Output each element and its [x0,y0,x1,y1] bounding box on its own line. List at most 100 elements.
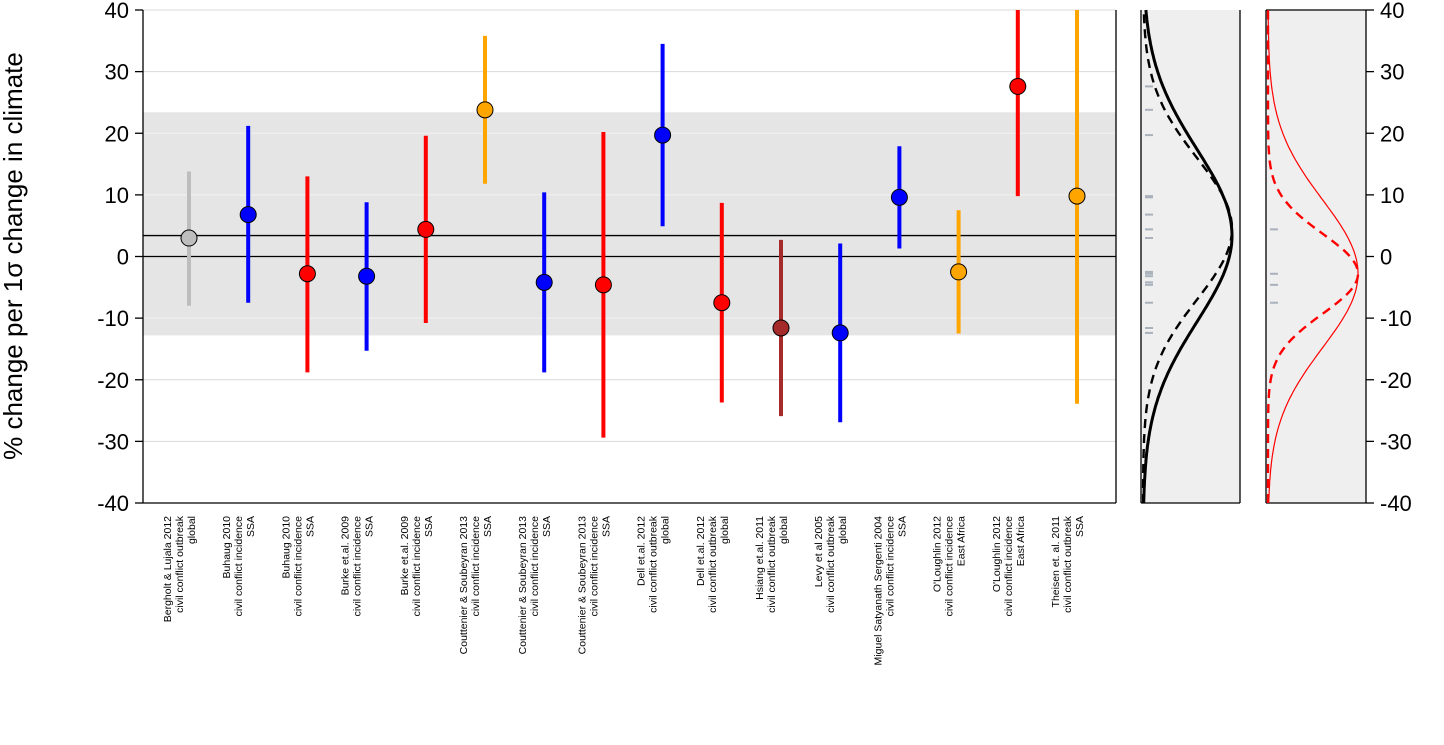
y-tick-label: -20 [97,368,129,393]
point-estimate [239,206,257,224]
category-label: Buhaug 2010 civil conflict incidence SSA [280,516,316,617]
category-label-line: East Africa [956,516,968,566]
category-label-line: civil conflict incidence [944,516,956,617]
category-label-line: global [719,516,731,544]
category-label: Miguel Satyanath Sergenti 2004 civil conf… [872,516,908,666]
point-estimate [1009,77,1027,95]
density-panel-all [1140,9,1241,504]
category-label: Couttenier & Soubeyran 2013 civil conflic… [458,516,494,655]
category-label-line: civil conflict outbreak [825,515,837,613]
category-label-line: O'Loughlin 2012 [991,516,1003,592]
category-label-line: civil conflict incidence [292,516,304,617]
category-label: Burke et.al. 2009 civil conflict incidenc… [399,516,435,617]
category-label-line: Bergholt & Lujala 2012 [162,516,174,622]
y-tick-label-right: -40 [1380,491,1412,516]
y-tick-label: 0 [117,245,129,270]
category-label-line: global [186,516,198,544]
category-label: Dell et.al. 2012 civil conflict outbreak g… [695,515,731,613]
category-label-line: Burke et.al. 2009 [340,516,352,596]
category-label-line: Couttenier & Soubeyran 2013 [576,516,588,655]
point-estimate [772,319,790,337]
category-label: Burke et.al. 2009 civil conflict incidenc… [340,516,376,617]
y-tick-label: -40 [97,491,129,516]
y-tick-label: -30 [97,429,129,454]
category-label-line: SSA [896,516,908,537]
y-tick-label-right: 40 [1380,0,1404,23]
category-label-line: civil conflict incidence [352,516,364,617]
y-tick-label-right: 30 [1380,60,1404,85]
y-tick-label: -10 [97,306,129,331]
y-tick-label: 40 [105,0,129,23]
category-label-line: SSA [482,516,494,537]
category-label-line: SSA [1074,516,1086,537]
y-tick-label-right: -10 [1380,306,1412,331]
category-label-line: civil conflict incidence [588,516,600,617]
category-label-line: SSA [304,516,316,537]
point-estimate [298,265,316,283]
density-curve-dashed [1266,10,1360,503]
category-label-line: civil conflict incidence [470,516,482,617]
category-label: O'Loughlin 2012 civil conflict incidence E… [932,516,968,617]
category-label: Dell et.al. 2012 civil conflict outbreak g… [636,515,672,613]
category-label: Bergholt & Lujala 2012 civil conflict out… [162,515,198,622]
category-label-line: Theisen et. al. 2011 [1050,516,1062,608]
category-label-line: civil conflict outbreak [707,515,719,613]
point-estimate [950,263,968,281]
point-estimate [831,324,849,342]
category-label-line: Couttenier & Soubeyran 2013 [458,516,470,655]
point-estimate [713,294,731,312]
category-label-line: global [837,516,849,544]
density-panel-subset: -40 -30 -20 -10 0 10 20 30 40 [1265,0,1412,516]
point-estimate [1068,187,1086,205]
density-curve-solid [1142,9,1234,504]
category-label: Levy et al 2005 civil conflict outbreak gl… [813,515,849,613]
y-tick-label-right: 0 [1380,245,1392,270]
category-label-line: O'Loughlin 2012 [932,516,944,592]
category-label: Theisen et. al. 2011 civil conflict outbr… [1050,515,1086,613]
y-tick-label-right: 10 [1380,183,1404,208]
density-curve-dashed [1141,9,1234,504]
category-label-line: SSA [541,516,553,537]
category-label-line: civil conflict incidence [411,516,423,617]
category-label-line: Buhaug 2010 [221,516,233,579]
category-label-line: Buhaug 2010 [280,516,292,579]
density-background [1266,10,1366,503]
category-label-line: Dell et.al. 2012 [636,516,648,586]
category-label-line: civil conflict incidence [233,516,245,617]
category-label: Hsiang et.al. 2011 civil conflict outbrea… [754,515,790,613]
category-label: O'Loughlin 2012 civil conflict incidence E… [991,516,1027,617]
category-label-line: civil conflict outbreak [766,515,778,613]
uncertainty-band [143,112,1116,336]
category-label-line: Levy et al 2005 [813,516,825,587]
category-label-line: Miguel Satyanath Sergenti 2004 [872,516,884,666]
category-label: Couttenier & Soubeyran 2013 civil conflic… [576,516,612,655]
y-axis-label: % change per 1σ change in climate [0,52,28,460]
point-estimate [654,126,672,144]
point-estimate [535,273,553,291]
category-label-line: civil conflict incidence [884,516,896,617]
category-label-line: Couttenier & Soubeyran 2013 [517,516,529,655]
category-label: Couttenier & Soubeyran 2013 civil conflic… [517,516,553,655]
category-label-line: civil conflict outbreak [174,515,186,613]
category-label-line: SSA [600,516,612,537]
category-label-line: civil conflict incidence [1003,516,1015,617]
point-estimate [476,101,494,119]
category-label-line: East Africa [1015,516,1027,566]
density-background [1141,10,1240,503]
category-label-line: Hsiang et.al. 2011 [754,516,766,600]
point-estimate [358,267,376,285]
category-label-line: civil conflict outbreak [648,515,660,613]
category-label: Buhaug 2010 civil conflict incidence SSA [221,516,257,617]
category-label-line: SSA [423,516,435,537]
y-tick-label-right: -30 [1380,429,1412,454]
point-estimate [180,229,198,247]
category-label-line: Dell et.al. 2012 [695,516,707,586]
point-estimate [594,276,612,294]
y-tick-label-right: 20 [1380,121,1404,146]
main-panel: -40 -30 -20 -10 0 10 20 30 40 Bergholt & Lujala 2… [97,0,1117,666]
y-tick-label-right: -20 [1380,368,1412,393]
category-label-line: civil conflict incidence [529,516,541,617]
category-label-line: global [660,516,672,544]
point-estimate [890,188,908,206]
